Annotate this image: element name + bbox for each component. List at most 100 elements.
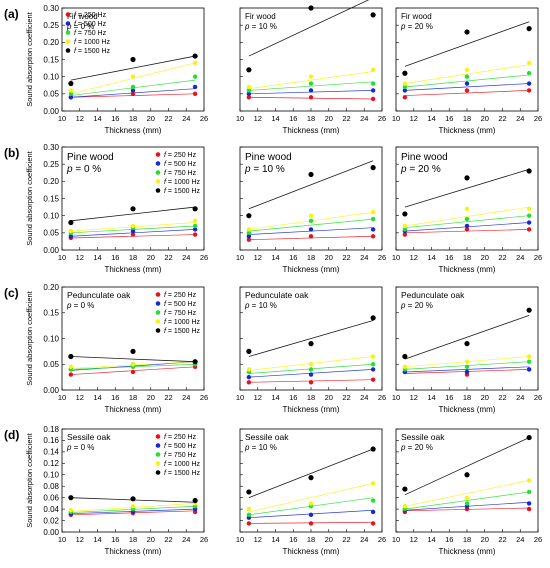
y-tick-label: 0.25 [43, 160, 59, 169]
x-tick-label: 14 [93, 253, 101, 262]
row-label: (a) [4, 7, 19, 21]
trend-line [248, 71, 374, 90]
data-point [246, 380, 252, 385]
x-tick-label: 14 [93, 535, 101, 544]
data-point [402, 88, 408, 93]
y-tick-label: 0.20 [43, 283, 59, 292]
x-tick-label: 22 [498, 253, 506, 262]
data-point [308, 341, 314, 347]
data-point [192, 359, 198, 365]
data-point [130, 504, 136, 509]
legend-marker [155, 461, 161, 466]
data-point [526, 367, 532, 372]
x-tick-label: 24 [516, 253, 524, 262]
x-tick-label: 10 [58, 114, 66, 123]
x-tick-label: 20 [481, 114, 489, 123]
panel-subtitle: p = 10 % [244, 301, 277, 310]
panel-subtitle: p = 20 % [400, 164, 441, 175]
data-point [370, 88, 376, 93]
x-tick-label: 14 [271, 535, 279, 544]
trend-line [404, 21, 530, 67]
data-point [402, 95, 408, 100]
x-tick-label: 26 [378, 114, 386, 123]
x-tick-label: 20 [325, 393, 333, 402]
data-point [526, 71, 532, 76]
legend: f = 250 Hz f = 500 Hz f = 750 Hz f = 1000 H… [65, 12, 111, 55]
x-tick-label: 20 [147, 114, 155, 123]
plot-panel: 10 12 14 16 18 20 22 24 26 Thickness (mm) Pine woo… [236, 146, 386, 274]
data-point [246, 489, 252, 495]
x-axis-title: Thickness (mm) [439, 265, 496, 274]
legend-marker [155, 443, 161, 448]
data-point [246, 88, 252, 93]
x-axis-title: Thickness (mm) [439, 405, 496, 414]
data-point [192, 227, 198, 232]
row-label: (c) [4, 286, 19, 300]
data-point [464, 341, 470, 347]
data-point [370, 498, 376, 503]
data-point [526, 81, 532, 86]
data-point [402, 211, 408, 217]
legend-label: f = 750 Hz [164, 310, 197, 317]
data-point [464, 67, 470, 73]
x-tick-label: 14 [271, 114, 279, 123]
x-tick-label: 16 [289, 253, 297, 262]
x-tick-label: 14 [427, 114, 435, 123]
x-axis-title: Thickness (mm) [439, 547, 496, 556]
legend-marker [65, 12, 71, 17]
data-point [68, 91, 74, 97]
x-axis-title: Thickness (mm) [105, 265, 162, 274]
data-point [308, 501, 314, 506]
data-point [402, 223, 408, 229]
plot-panel: 10 12 14 16 18 20 22 24 26 Thickness (mm) Fir wood… [392, 7, 542, 135]
y-tick-label: 0.16 [43, 436, 59, 445]
data-point [370, 521, 376, 526]
x-tick-label: 12 [254, 114, 262, 123]
x-tick-label: 14 [93, 393, 101, 402]
panel-title: Pine wood [67, 152, 114, 163]
data-point [246, 91, 252, 97]
data-point [308, 95, 314, 100]
x-tick-label: 24 [182, 393, 190, 402]
data-point [370, 227, 376, 232]
y-axis-title: Sound absorption coefficient [25, 11, 34, 106]
trend-line [248, 448, 374, 499]
y-tick-label: 0.12 [43, 459, 59, 468]
data-point [464, 216, 470, 222]
x-tick-label: 12 [254, 253, 262, 262]
data-point [464, 81, 470, 86]
y-tick-label: 0.05 [43, 229, 59, 238]
data-point [526, 478, 532, 483]
data-point [130, 74, 136, 79]
trend-line [70, 356, 196, 363]
data-point [192, 91, 198, 97]
x-tick-label: 22 [164, 535, 172, 544]
x-tick-label: 12 [76, 114, 84, 123]
data-point [192, 206, 198, 212]
trend-line [404, 74, 530, 88]
legend-label: f = 250 Hz [164, 292, 197, 299]
data-point [308, 88, 314, 93]
legend-label: f = 1500 Hz [164, 188, 201, 195]
y-tick-label: 0.14 [43, 448, 59, 457]
y-tick-label: 0.30 [43, 143, 59, 152]
x-tick-label: 12 [76, 535, 84, 544]
panel-subtitle: p = 10 % [244, 443, 277, 452]
y-tick-label: 0.04 [43, 505, 59, 514]
x-tick-label: 16 [445, 535, 453, 544]
data-point [308, 74, 314, 79]
panel-title: Pedunculate oak [401, 290, 465, 300]
legend-marker [65, 48, 71, 53]
legend-marker [155, 161, 161, 166]
data-point [308, 380, 314, 385]
legend-label: f = 500 Hz [74, 21, 107, 28]
data-point [402, 364, 408, 370]
x-tick-label: 24 [360, 114, 368, 123]
data-point [308, 521, 314, 526]
x-tick-label: 10 [236, 535, 244, 544]
data-point [370, 315, 376, 321]
y-tick-label: 0.02 [43, 516, 59, 525]
data-point [370, 216, 376, 222]
x-axis-title: Thickness (mm) [283, 265, 340, 274]
